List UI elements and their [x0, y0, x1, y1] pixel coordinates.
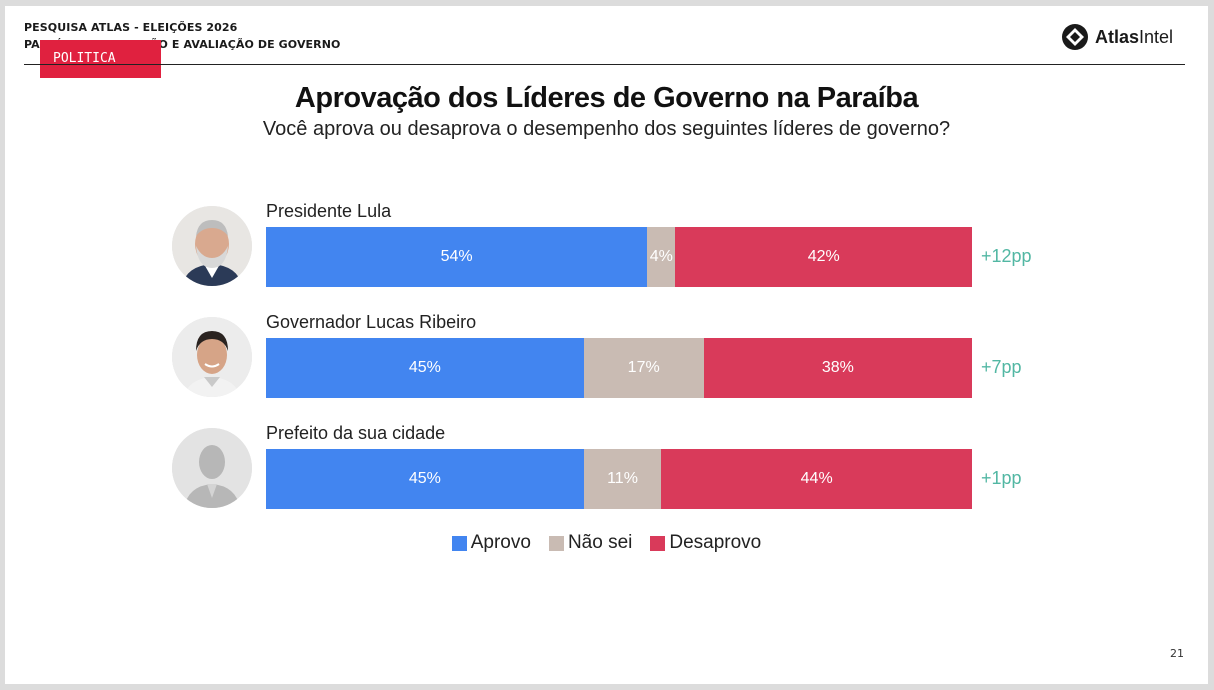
legend-label-desaprovo: Desaprovo	[669, 532, 762, 553]
bar-governador: 45% 17% 38%	[266, 338, 972, 398]
survey-title: PESQUISA ATLAS - ELEIÇÕES 2026	[24, 21, 238, 34]
bar-segment-nao-sei: 11%	[583, 449, 662, 509]
person-photo-icon	[172, 206, 252, 286]
data-label: 38%	[821, 359, 854, 376]
bar-segment-desaprovo: 38%	[703, 338, 972, 398]
avatar-prefeito	[172, 428, 252, 508]
data-label: 45%	[408, 470, 441, 487]
data-label: 54%	[440, 248, 473, 265]
legend-swatch-aprovo	[451, 535, 467, 551]
data-label: 42%	[807, 248, 840, 265]
logo-text-regular: Intel	[1139, 26, 1174, 47]
legend-item-nao-sei: Não sei	[548, 532, 633, 554]
legend-swatch-desaprovo	[650, 535, 666, 551]
row-label-governador: Governador Lucas Ribeiro	[266, 312, 477, 332]
diff-prefeito: +1pp	[981, 468, 1022, 488]
data-label: 17%	[627, 359, 660, 376]
atlasintel-logo: AtlasIntel	[1061, 22, 1173, 52]
avatar-presidente	[172, 206, 252, 286]
person-photo-icon	[172, 317, 252, 397]
bar-segment-desaprovo: 44%	[661, 449, 972, 509]
bar-prefeito: 45% 11% 44%	[266, 449, 972, 509]
diff-presidente: +12pp	[981, 246, 1032, 266]
page-number: 21	[1170, 647, 1184, 660]
atlasintel-logo-icon	[1062, 24, 1088, 50]
chart-title: Aprovação dos Líderes de Governo na Para…	[294, 82, 919, 114]
chart-legend: Aprovo Não sei Desaprovo	[5, 532, 1208, 554]
slide: PESQUISA ATLAS - ELEIÇÕES 2026 PARAÍBA -…	[5, 6, 1208, 684]
category-badge[interactable]: POLITICA	[40, 40, 161, 78]
header-divider	[24, 64, 1185, 65]
avatar-governador	[172, 317, 252, 397]
bar-segment-aprovo: 45%	[266, 449, 584, 509]
logo-text: AtlasIntel	[1095, 27, 1173, 48]
legend-label-nao-sei: Não sei	[567, 532, 633, 553]
bar-segment-desaprovo: 42%	[675, 227, 972, 287]
legend-item-desaprovo: Desaprovo	[650, 532, 761, 554]
generic-person-icon	[172, 428, 252, 508]
bar-presidente: 54% 4% 42%	[266, 227, 972, 287]
bar-segment-aprovo: 45%	[266, 338, 584, 398]
data-label: 4%	[649, 248, 673, 265]
legend-label-aprovo: Aprovo	[470, 532, 531, 553]
legend-swatch-nao-sei	[548, 535, 564, 551]
data-label: 45%	[408, 359, 441, 376]
bar-segment-aprovo: 54%	[266, 227, 648, 287]
diff-governador: +7pp	[981, 357, 1022, 377]
logo-text-bold: Atlas	[1095, 26, 1140, 47]
chart-subtitle: Você aprova ou desaprova o desempenho do…	[262, 118, 951, 140]
row-label-presidente: Presidente Lula	[266, 201, 392, 221]
bar-segment-nao-sei: 4%	[647, 227, 676, 287]
bar-segment-nao-sei: 17%	[583, 338, 704, 398]
data-label: 44%	[800, 470, 833, 487]
data-label: 11%	[607, 470, 638, 487]
row-label-prefeito: Prefeito da sua cidade	[266, 423, 446, 443]
legend-item-aprovo: Aprovo	[451, 532, 531, 554]
